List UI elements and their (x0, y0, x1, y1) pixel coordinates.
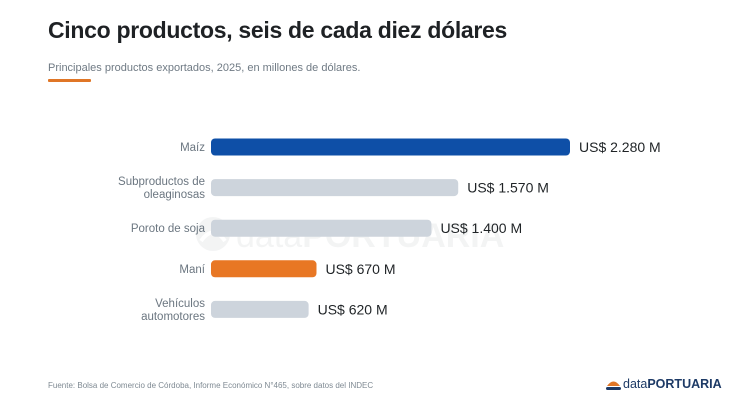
category-label: Vehículos automotores (141, 298, 205, 323)
category-label-line: Vehículos (155, 298, 205, 310)
brand-text: dataPORTUARIA (623, 377, 722, 391)
value-label: US$ 1.570 M (467, 180, 549, 196)
brand-text-bold: PORTUARIA (647, 377, 722, 391)
category-label-line: Maní (179, 264, 205, 276)
bar (211, 179, 459, 197)
category-label: Subproductos de oleaginosas (118, 176, 205, 201)
page-subtitle: Principales productos exportados, 2025, … (48, 62, 361, 74)
brand-logo-icon (606, 381, 621, 390)
bar (211, 260, 317, 278)
category-label: Poroto de soja (131, 223, 206, 235)
value-label: US$ 670 M (325, 261, 395, 277)
value-label: US$ 2.280 M (579, 139, 661, 155)
bar (211, 219, 432, 237)
category-label-line: Poroto de soja (131, 223, 206, 235)
category-label: Maíz (180, 142, 205, 154)
brand-text-light: data (623, 377, 648, 391)
value-label: US$ 1.400 M (440, 220, 522, 236)
category-label-line: oleaginosas (144, 189, 206, 201)
category-label: Maní (179, 264, 205, 276)
bars-layer: Maíz US$ 2.280 M Subproductos de oleaginosa… (118, 138, 661, 323)
accent-rule (48, 79, 91, 82)
bar (211, 300, 309, 318)
value-label: US$ 620 M (318, 301, 388, 317)
category-label-line: Maíz (180, 142, 205, 154)
footer-source: Fuente: Bolsa de Comercio de Córdoba, In… (48, 381, 374, 390)
category-label-line: automotores (141, 311, 205, 323)
category-label-line: Subproductos de (118, 176, 205, 188)
page-title: Cinco productos, seis de cada diez dólar… (48, 17, 508, 43)
bar (211, 138, 570, 156)
brand-logo: dataPORTUARIA (606, 376, 722, 392)
